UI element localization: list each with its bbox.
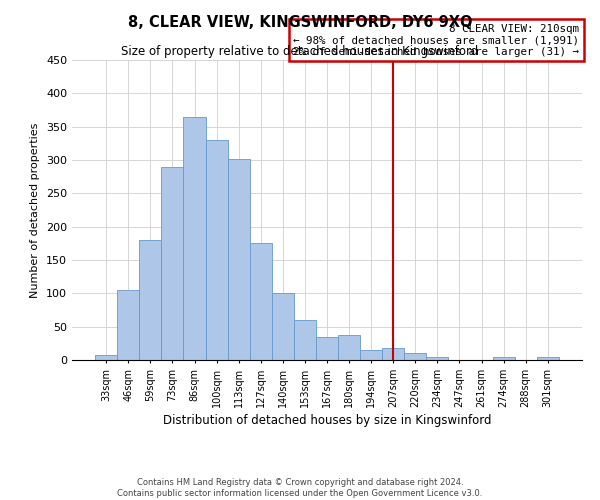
Bar: [250, 244, 272, 360]
Bar: [161, 166, 184, 360]
Text: Size of property relative to detached houses in Kingswinford: Size of property relative to detached ho…: [121, 45, 479, 58]
Bar: [382, 348, 404, 360]
Bar: [117, 290, 139, 360]
Text: 8 CLEAR VIEW: 210sqm
← 98% of detached houses are smaller (1,991)
2% of semi-det: 8 CLEAR VIEW: 210sqm ← 98% of detached h…: [293, 24, 580, 57]
X-axis label: Distribution of detached houses by size in Kingswinford: Distribution of detached houses by size …: [163, 414, 491, 427]
Bar: [294, 320, 316, 360]
Bar: [338, 336, 360, 360]
Bar: [227, 158, 250, 360]
Bar: [404, 354, 427, 360]
Bar: [184, 116, 206, 360]
Bar: [493, 356, 515, 360]
Y-axis label: Number of detached properties: Number of detached properties: [31, 122, 40, 298]
Bar: [272, 294, 294, 360]
Bar: [95, 354, 117, 360]
Bar: [316, 336, 338, 360]
Bar: [427, 356, 448, 360]
Bar: [206, 140, 227, 360]
Text: 8, CLEAR VIEW, KINGSWINFORD, DY6 9XQ: 8, CLEAR VIEW, KINGSWINFORD, DY6 9XQ: [128, 15, 472, 30]
Text: Contains HM Land Registry data © Crown copyright and database right 2024.
Contai: Contains HM Land Registry data © Crown c…: [118, 478, 482, 498]
Bar: [360, 350, 382, 360]
Bar: [139, 240, 161, 360]
Bar: [537, 356, 559, 360]
